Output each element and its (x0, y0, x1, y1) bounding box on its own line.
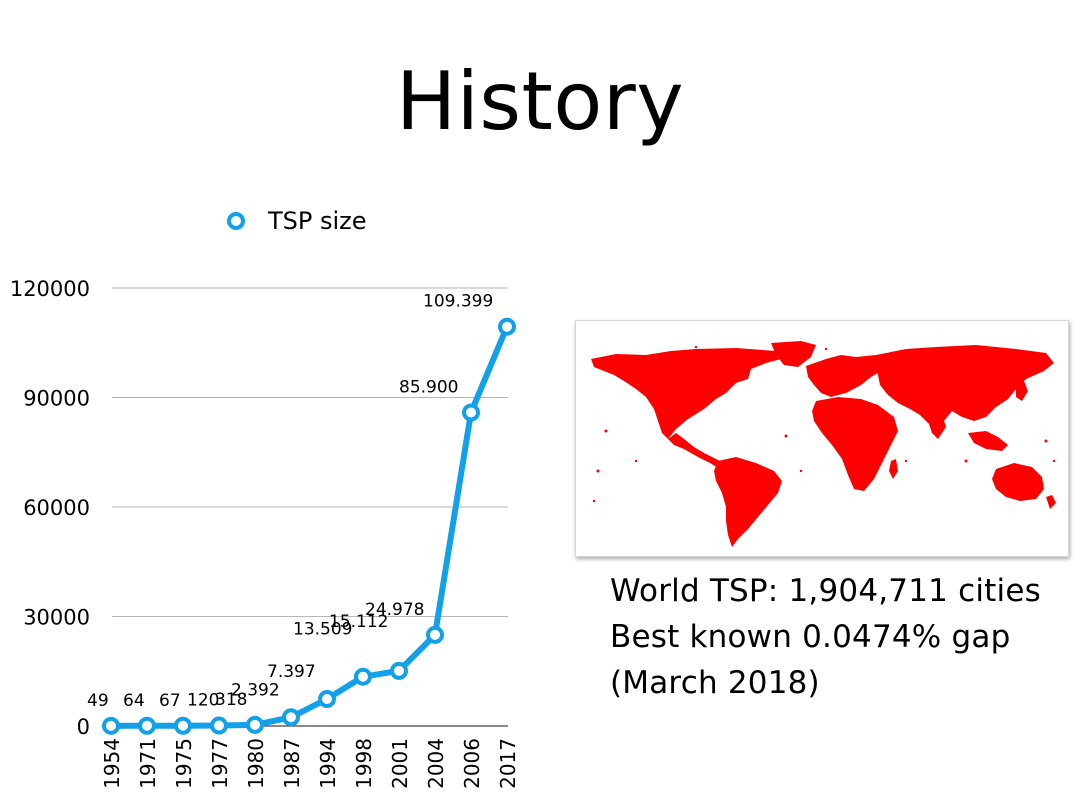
slide-title: History (395, 55, 685, 148)
data-point-2017 (498, 317, 516, 336)
data-point-1994 (318, 690, 336, 709)
map-north-america (591, 348, 781, 439)
data-label-1977: 120 (187, 691, 219, 711)
x-tick-label-2017: 2017 (496, 738, 520, 789)
data-point-2004 (426, 625, 444, 644)
data-label-1998: 13.509 (293, 620, 352, 640)
data-point-1975 (174, 716, 192, 735)
data-label-1987: 2.392 (231, 680, 280, 700)
data-point-2006 (462, 403, 480, 422)
map-central-america (668, 433, 724, 469)
data-point-1987 (282, 708, 300, 727)
data-label-2017: 109.399 (423, 292, 493, 312)
map-south-america (714, 457, 782, 547)
y-tick-label-0: 0 (77, 715, 90, 739)
data-point-1977 (210, 716, 228, 735)
caption-line-1: World TSP: 1,904,711 cities (610, 573, 1041, 609)
data-point-2001 (390, 661, 408, 680)
data-label-2001: 15.112 (329, 612, 388, 632)
y-tick-label-60000: 60000 (23, 496, 90, 520)
x-tick-label-1980: 1980 (244, 738, 268, 789)
map-india (926, 415, 946, 439)
map-australia (992, 463, 1044, 501)
x-tick-label-1994: 1994 (316, 738, 340, 789)
x-tick-label-1954: 1954 (100, 738, 124, 789)
caption-line-3: (March 2018) (610, 665, 820, 701)
map-caption: World TSP: 1,904,711 cities Best known 0… (610, 568, 1041, 706)
map-new-zealand (1046, 495, 1056, 509)
x-tick-label-1998: 1998 (352, 738, 376, 789)
data-label-1994: 7.397 (267, 662, 316, 682)
data-label-2006: 85.900 (399, 377, 458, 397)
data-label-2004: 24.978 (365, 600, 424, 620)
world-map-figure (575, 320, 1069, 557)
map-europe (806, 355, 888, 397)
map-madagascar (889, 459, 898, 479)
x-tick-label-2001: 2001 (388, 738, 412, 789)
y-tick-label-90000: 90000 (23, 387, 90, 411)
map-asia (876, 345, 1054, 429)
x-tick-label-1971: 1971 (136, 738, 160, 789)
x-tick-label-1987: 1987 (280, 738, 304, 789)
x-tick-label-1975: 1975 (172, 738, 196, 789)
x-tick-label-1977: 1977 (208, 738, 232, 789)
y-tick-label-30000: 30000 (23, 606, 90, 630)
data-label-1975: 67 (159, 691, 181, 711)
legend-marker (227, 212, 245, 230)
data-point-1971 (138, 716, 156, 735)
data-label-1954: 49 (87, 691, 109, 711)
data-label-1971: 64 (123, 691, 145, 711)
data-point-1998 (354, 667, 372, 686)
tsp-size-line-chart: TSP size 0 30000 60000 90000 120000 1954 1971 19… (10, 207, 520, 789)
map-japan (1016, 381, 1028, 401)
data-label-1980: 318 (215, 690, 247, 710)
map-se-asia (968, 431, 1008, 451)
caption-line-2: Best known 0.0474% gap (610, 619, 1011, 655)
map-greenland (771, 341, 816, 367)
map-africa (812, 397, 898, 491)
data-point-1954 (102, 716, 120, 735)
data-point-1980 (246, 715, 264, 734)
x-tick-label-2006: 2006 (460, 738, 484, 789)
world-map-icon (591, 341, 1056, 547)
y-tick-label-120000: 120000 (10, 277, 90, 301)
legend-label: TSP size (267, 207, 367, 235)
x-tick-label-2004: 2004 (424, 738, 448, 789)
